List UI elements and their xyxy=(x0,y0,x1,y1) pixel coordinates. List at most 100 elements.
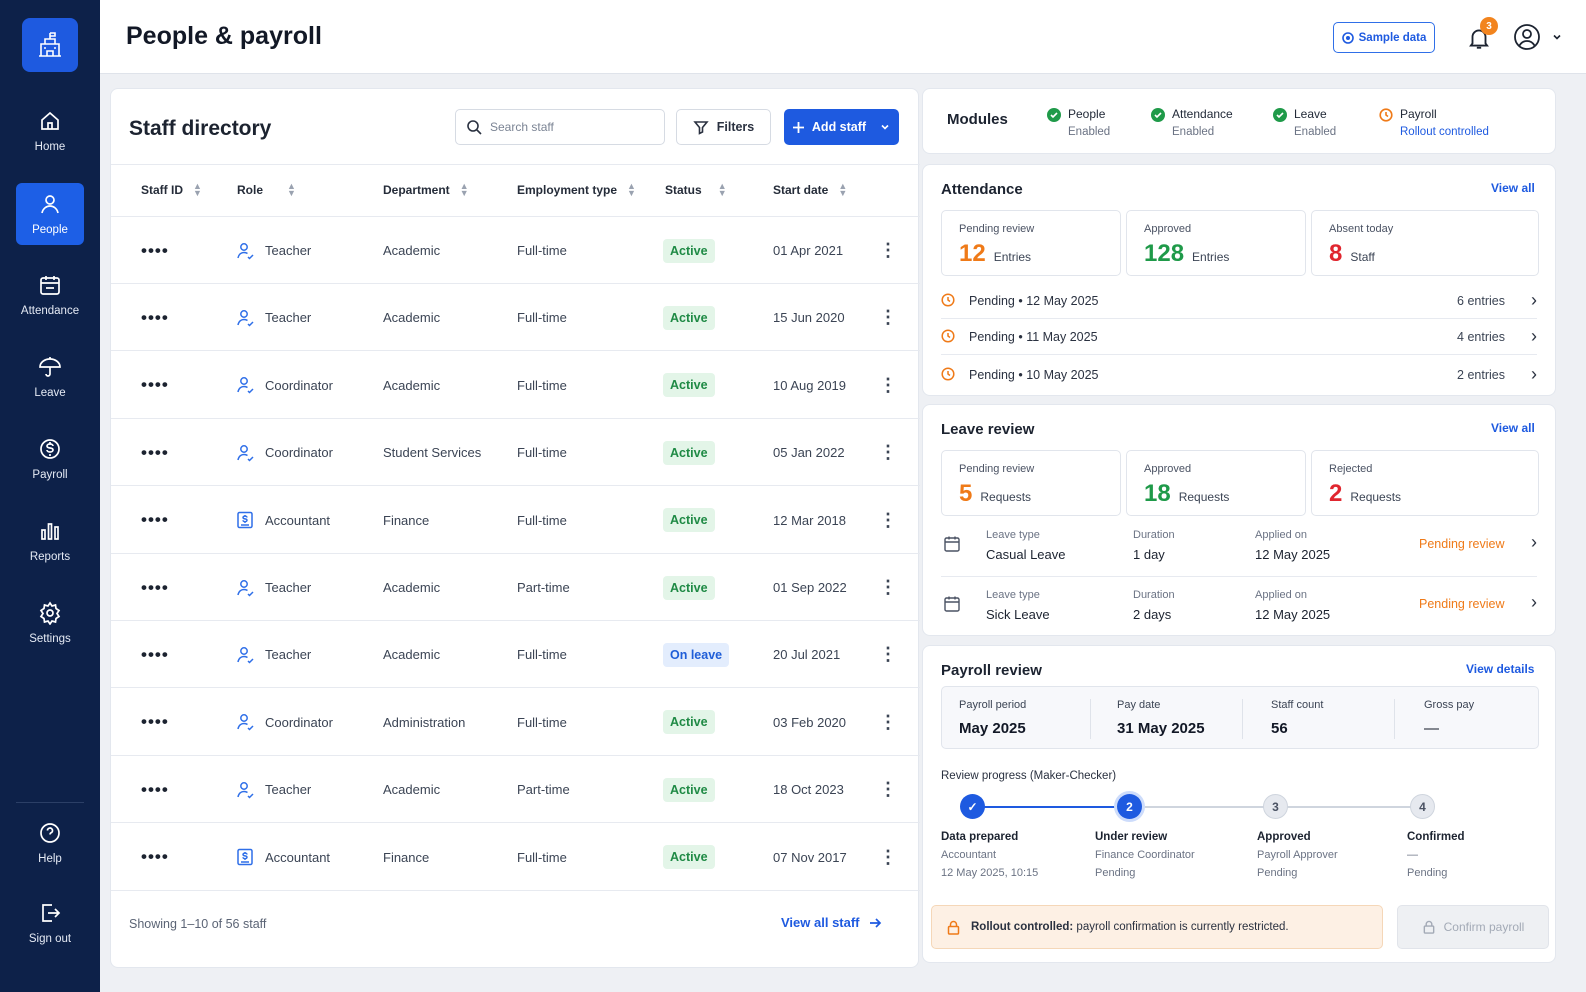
col-staff-id[interactable]: Staff ID ▲ ▼ xyxy=(141,182,202,198)
step-3-text: Approved Payroll Approver Pending xyxy=(1257,828,1338,882)
stat-value: 12 xyxy=(959,240,986,267)
leave-request-row[interactable]: Leave type Casual Leave Duration 1 day A… xyxy=(941,519,1537,577)
sample-data-button[interactable]: Sample data xyxy=(1333,22,1435,53)
col-employment-type[interactable]: Employment type ▲ ▼ xyxy=(517,182,636,198)
attendance-pending-row[interactable]: Pending • 12 May 2025 6 entries › xyxy=(941,283,1537,319)
step-4-indicator: 4 xyxy=(1410,794,1435,819)
attendance-pending-row[interactable]: Pending • 11 May 2025 4 entries › xyxy=(941,319,1537,355)
leave-review-panel: Leave review View all Pending review 5 Re… xyxy=(922,404,1556,636)
table-row[interactable]: •••• Teacher Academic Full-time Active 01 Apr… xyxy=(111,217,920,284)
attendance-view-all-link[interactable]: View all xyxy=(1491,181,1535,195)
table-row[interactable]: •••• Coordinator Administration Full-time Ac… xyxy=(111,689,920,756)
leave-request-row[interactable]: Leave type Sick Leave Duration 2 days Ap… xyxy=(941,579,1537,637)
row-menu-icon[interactable]: ⋮ xyxy=(879,644,897,665)
table-row[interactable]: •••• Accountant Finance Full-time Active 07 N… xyxy=(111,824,920,891)
start-date-cell: 10 Aug 2019 xyxy=(773,377,847,393)
staff-id-masked: •••• xyxy=(141,442,169,462)
row-menu-icon[interactable]: ⋮ xyxy=(879,240,897,260)
field-label: Gross pay xyxy=(1424,699,1475,711)
step-status: Pending xyxy=(1095,867,1136,879)
department-cell: Academic xyxy=(383,647,441,663)
department-cell: Academic xyxy=(383,377,441,393)
avatar[interactable] xyxy=(1513,23,1541,51)
table-row[interactable]: •••• Teacher Academic Full-time Active 15 Jun… xyxy=(111,284,920,352)
staff-id-masked: •••• xyxy=(141,644,169,664)
row-menu-icon[interactable]: ⋮ xyxy=(879,442,897,463)
attendance-pending-row[interactable]: Pending • 10 May 2025 2 entries › xyxy=(941,357,1537,393)
person-icon xyxy=(237,242,254,260)
nav-people[interactable]: People xyxy=(16,183,84,245)
nav-reports[interactable]: Reports xyxy=(16,510,84,572)
sort-icon: ▲ ▼ xyxy=(717,181,727,198)
confirm-payroll-label: Confirm payroll xyxy=(1443,920,1525,934)
payroll-review-title: Payroll review xyxy=(941,662,1042,679)
role-cell: Teacher xyxy=(235,217,311,284)
row-menu-icon[interactable]: ⋮ xyxy=(879,509,897,530)
step-1-indicator: ✓ xyxy=(960,794,985,819)
role-label: Coordinator xyxy=(265,377,333,393)
row-menu-icon[interactable]: ⋮ xyxy=(879,577,897,597)
sign-out-icon xyxy=(42,904,61,922)
nav-attendance[interactable]: Attendance xyxy=(16,264,84,326)
nav-payroll[interactable]: Payroll xyxy=(16,428,84,490)
payroll-view-details-link[interactable]: View details xyxy=(1466,662,1535,676)
employment-type-cell: Full-time xyxy=(517,512,567,528)
table-row[interactable]: •••• Teacher Academic Part-time Active 01 Sep… xyxy=(111,554,920,621)
stat-label: Absent today xyxy=(1329,223,1394,235)
staff-id-masked: •••• xyxy=(141,779,169,799)
attendance-stat-pending: Pending review 12 Entries xyxy=(941,210,1121,276)
view-all-staff-label: View all staff xyxy=(781,915,860,930)
lock-icon xyxy=(947,920,960,935)
col-start-date[interactable]: Start date ▲ ▼ xyxy=(773,182,847,198)
chevron-down-icon xyxy=(881,124,889,130)
status-badge: Active xyxy=(663,440,715,465)
col-role[interactable]: Role ▲ ▼ xyxy=(237,182,296,198)
nav-help[interactable]: Help xyxy=(16,812,84,874)
status-cell: Active xyxy=(663,352,715,419)
nav-help-label: Help xyxy=(38,853,62,865)
table-row[interactable]: •••• Teacher Academic Part-time Active 18 Oct… xyxy=(111,756,920,824)
chevron-down-icon[interactable] xyxy=(1551,31,1563,43)
row-menu-icon[interactable]: ⋮ xyxy=(879,711,897,732)
staff-id-masked: •••• xyxy=(141,712,169,732)
stat-value: 5 xyxy=(959,480,973,507)
nav-home[interactable]: Home xyxy=(16,100,84,162)
status-badge: Active xyxy=(663,777,715,802)
staff-id-masked: •••• xyxy=(141,847,169,867)
pending-count: 2 entries xyxy=(1457,368,1505,382)
nav-leave[interactable]: Leave xyxy=(16,346,84,408)
table-row[interactable]: •••• Coordinator Student Services Full-time… xyxy=(111,419,920,487)
confirm-payroll-button[interactable]: Confirm payroll xyxy=(1397,905,1549,949)
row-menu-icon[interactable]: ⋮ xyxy=(879,779,897,800)
staff-id-masked: •••• xyxy=(141,375,169,395)
start-date-cell: 12 Mar 2018 xyxy=(773,512,846,528)
table-row[interactable]: •••• Coordinator Academic Full-time Active 10… xyxy=(111,352,920,419)
add-staff-button[interactable]: Add staff xyxy=(784,109,899,145)
employment-type-cell: Full-time xyxy=(517,714,567,730)
col-label: Status xyxy=(665,183,702,197)
department-cell: Academic xyxy=(383,243,441,258)
calendar-icon xyxy=(40,276,60,295)
leave-status: Pending review xyxy=(1419,597,1505,611)
stat-value: 8 xyxy=(1329,240,1343,267)
view-all-staff-link[interactable]: View all staff xyxy=(781,915,882,930)
module-state-link[interactable]: Rollout controlled xyxy=(1400,126,1489,138)
filters-button[interactable]: Filters xyxy=(676,109,771,145)
nav-payroll-label: Payroll xyxy=(32,469,68,481)
table-row[interactable]: •••• Teacher Academic Full-time On leave 20 J… xyxy=(111,621,920,689)
row-menu-icon[interactable]: ⋮ xyxy=(879,846,897,867)
row-menu-icon[interactable]: ⋮ xyxy=(879,374,897,395)
attendance-panel: Attendance View all Pending review 12 Ent… xyxy=(922,164,1556,396)
table-row[interactable]: •••• Accountant Finance Full-time Active 12 M… xyxy=(111,487,920,554)
search-input[interactable]: Search staff xyxy=(455,109,665,145)
lock-icon xyxy=(1423,920,1435,934)
leave-view-all-link[interactable]: View all xyxy=(1491,421,1535,435)
pagination-summary: Showing 1–10 of 56 staff xyxy=(129,917,267,931)
row-menu-icon[interactable]: ⋮ xyxy=(879,307,897,328)
banner-text: payroll confirmation is currently restri… xyxy=(1076,921,1289,933)
nav-signout[interactable]: Sign out xyxy=(16,892,84,954)
col-status[interactable]: Status ▲ ▼ xyxy=(665,181,727,198)
col-department[interactable]: Department ▲ ▼ xyxy=(383,182,469,198)
nav-settings[interactable]: Settings xyxy=(16,592,84,654)
school-logo-icon[interactable] xyxy=(22,18,78,72)
